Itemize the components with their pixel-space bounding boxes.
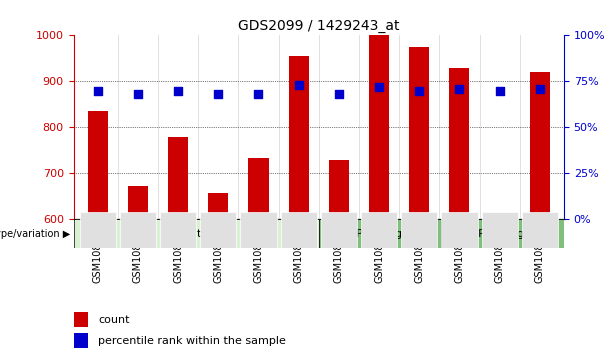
Bar — [128, 186, 148, 219]
Bar — [74, 333, 88, 348]
FancyBboxPatch shape — [200, 212, 237, 248]
Point — [294, 82, 303, 88]
FancyBboxPatch shape — [361, 212, 397, 248]
Bar — [168, 137, 188, 219]
Text: EGFP transgenic: EGFP transgenic — [334, 229, 426, 239]
Text: genotype/variation ▶: genotype/variation ▶ — [0, 229, 70, 239]
Point — [93, 88, 102, 93]
Point — [133, 91, 143, 97]
Bar — [449, 68, 470, 219]
Title: GDS2099 / 1429243_at: GDS2099 / 1429243_at — [238, 19, 400, 33]
FancyBboxPatch shape — [522, 212, 558, 248]
Bar — [88, 111, 108, 219]
Text: EYFP transgenic: EYFP transgenic — [458, 229, 547, 239]
FancyBboxPatch shape — [441, 212, 478, 248]
Bar — [409, 47, 429, 219]
FancyBboxPatch shape — [281, 212, 317, 248]
Point — [455, 86, 465, 92]
Bar — [530, 72, 550, 219]
Bar — [248, 158, 268, 219]
Point — [374, 84, 384, 90]
FancyBboxPatch shape — [80, 212, 116, 248]
Bar — [369, 35, 389, 219]
FancyBboxPatch shape — [482, 212, 518, 248]
FancyBboxPatch shape — [401, 212, 437, 248]
Text: count: count — [98, 315, 129, 325]
FancyBboxPatch shape — [321, 212, 357, 248]
FancyBboxPatch shape — [319, 219, 441, 248]
FancyBboxPatch shape — [74, 219, 319, 248]
Bar — [208, 193, 228, 219]
FancyBboxPatch shape — [441, 219, 564, 248]
Bar — [74, 312, 88, 327]
Text: percentile rank within the sample: percentile rank within the sample — [98, 336, 286, 346]
Point — [173, 88, 183, 93]
FancyBboxPatch shape — [120, 212, 156, 248]
FancyBboxPatch shape — [160, 212, 196, 248]
Bar — [329, 160, 349, 219]
Text: wild type: wild type — [171, 229, 221, 239]
Point — [254, 91, 264, 97]
Point — [414, 88, 424, 93]
FancyBboxPatch shape — [240, 212, 276, 248]
Point — [213, 91, 223, 97]
Point — [495, 88, 504, 93]
Bar — [289, 56, 309, 219]
Point — [334, 91, 344, 97]
Point — [535, 86, 545, 92]
